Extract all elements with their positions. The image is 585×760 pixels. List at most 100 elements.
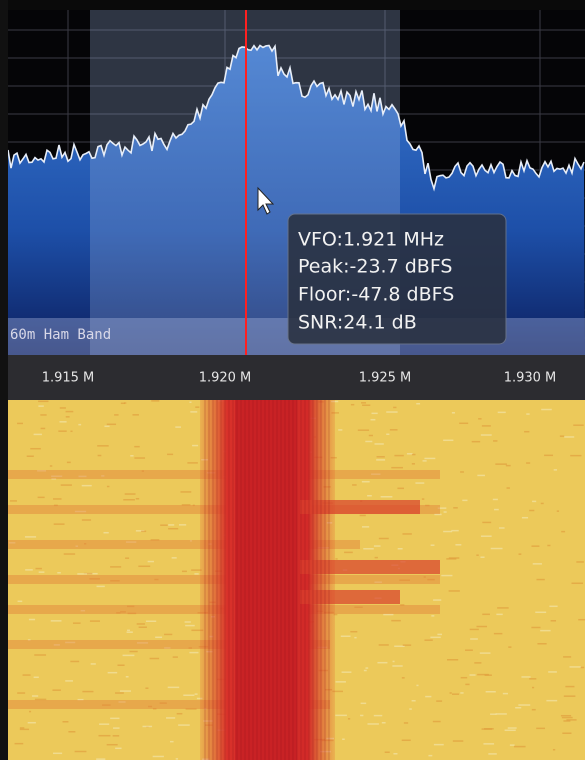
noise	[363, 548, 373, 550]
noise	[110, 718, 119, 720]
noise	[67, 462, 71, 464]
noise	[495, 463, 507, 465]
noise	[172, 557, 177, 559]
noise	[124, 402, 126, 404]
noise	[25, 569, 33, 571]
noise	[437, 634, 442, 636]
noise	[15, 743, 24, 745]
noise	[423, 460, 427, 462]
noise	[521, 676, 530, 678]
noise	[113, 727, 120, 729]
noise	[189, 401, 191, 403]
noise	[160, 524, 167, 526]
noise	[38, 401, 48, 403]
noise	[481, 434, 492, 436]
noise	[529, 510, 534, 512]
noise	[77, 573, 87, 575]
noise	[114, 414, 118, 416]
noise	[524, 431, 529, 433]
noise	[482, 728, 493, 730]
noise	[185, 621, 191, 623]
noise	[472, 441, 480, 443]
noise	[178, 724, 190, 726]
noise	[522, 517, 528, 519]
noise	[125, 557, 129, 559]
noise	[123, 499, 135, 501]
noise	[364, 670, 367, 672]
noise	[480, 556, 484, 558]
noise	[409, 708, 412, 710]
noise	[383, 614, 393, 616]
noise	[581, 667, 585, 669]
noise	[482, 522, 491, 524]
noise	[407, 453, 413, 455]
noise	[510, 744, 515, 746]
noise	[375, 443, 384, 445]
noise	[365, 441, 372, 443]
noise	[367, 723, 378, 725]
noise	[191, 569, 201, 571]
noise	[70, 431, 72, 433]
noise	[455, 544, 461, 546]
noise	[390, 429, 398, 431]
noise	[393, 407, 396, 409]
noise	[531, 627, 540, 629]
noise	[505, 730, 516, 732]
noise	[424, 639, 432, 641]
noise	[68, 731, 75, 733]
noise	[540, 630, 550, 632]
noise	[65, 680, 73, 682]
noise	[531, 545, 539, 547]
noise	[129, 651, 137, 653]
tooltip-line: Peak:-23.7 dBFS	[298, 256, 452, 278]
noise	[151, 400, 159, 402]
noise	[497, 607, 508, 609]
noise	[190, 411, 197, 413]
noise	[66, 416, 70, 418]
noise	[561, 531, 565, 533]
noise	[412, 463, 415, 465]
noise	[563, 656, 571, 658]
noise	[470, 638, 478, 640]
noise	[490, 713, 496, 715]
noise	[397, 488, 404, 490]
noise	[127, 631, 133, 633]
noise	[481, 535, 492, 537]
noise	[402, 740, 411, 742]
noise	[365, 667, 368, 669]
noise	[377, 662, 387, 664]
noise	[415, 482, 424, 484]
noise	[82, 519, 91, 521]
noise	[453, 740, 463, 742]
noise	[145, 687, 148, 689]
noise	[564, 695, 576, 697]
noise	[29, 619, 35, 621]
noise	[192, 445, 198, 447]
freq-label: 1.930 M	[504, 371, 557, 386]
noise	[551, 620, 556, 622]
noise	[52, 689, 60, 691]
noise	[459, 423, 468, 425]
noise	[499, 527, 505, 529]
noise	[360, 715, 363, 717]
noise	[385, 751, 390, 753]
noise	[358, 429, 369, 431]
noise	[537, 643, 546, 645]
noise	[28, 722, 36, 724]
noise	[39, 571, 45, 573]
noise	[376, 459, 385, 461]
noise	[544, 455, 553, 457]
noise	[361, 703, 367, 705]
noise	[53, 498, 61, 500]
noise	[82, 691, 93, 693]
noise	[177, 713, 183, 715]
noise	[82, 485, 92, 487]
noise	[38, 405, 43, 407]
noise	[98, 735, 110, 737]
noise	[434, 744, 444, 746]
noise	[374, 715, 382, 717]
noise	[104, 426, 109, 428]
noise	[150, 658, 160, 660]
noise	[351, 404, 354, 406]
noise	[496, 614, 502, 616]
